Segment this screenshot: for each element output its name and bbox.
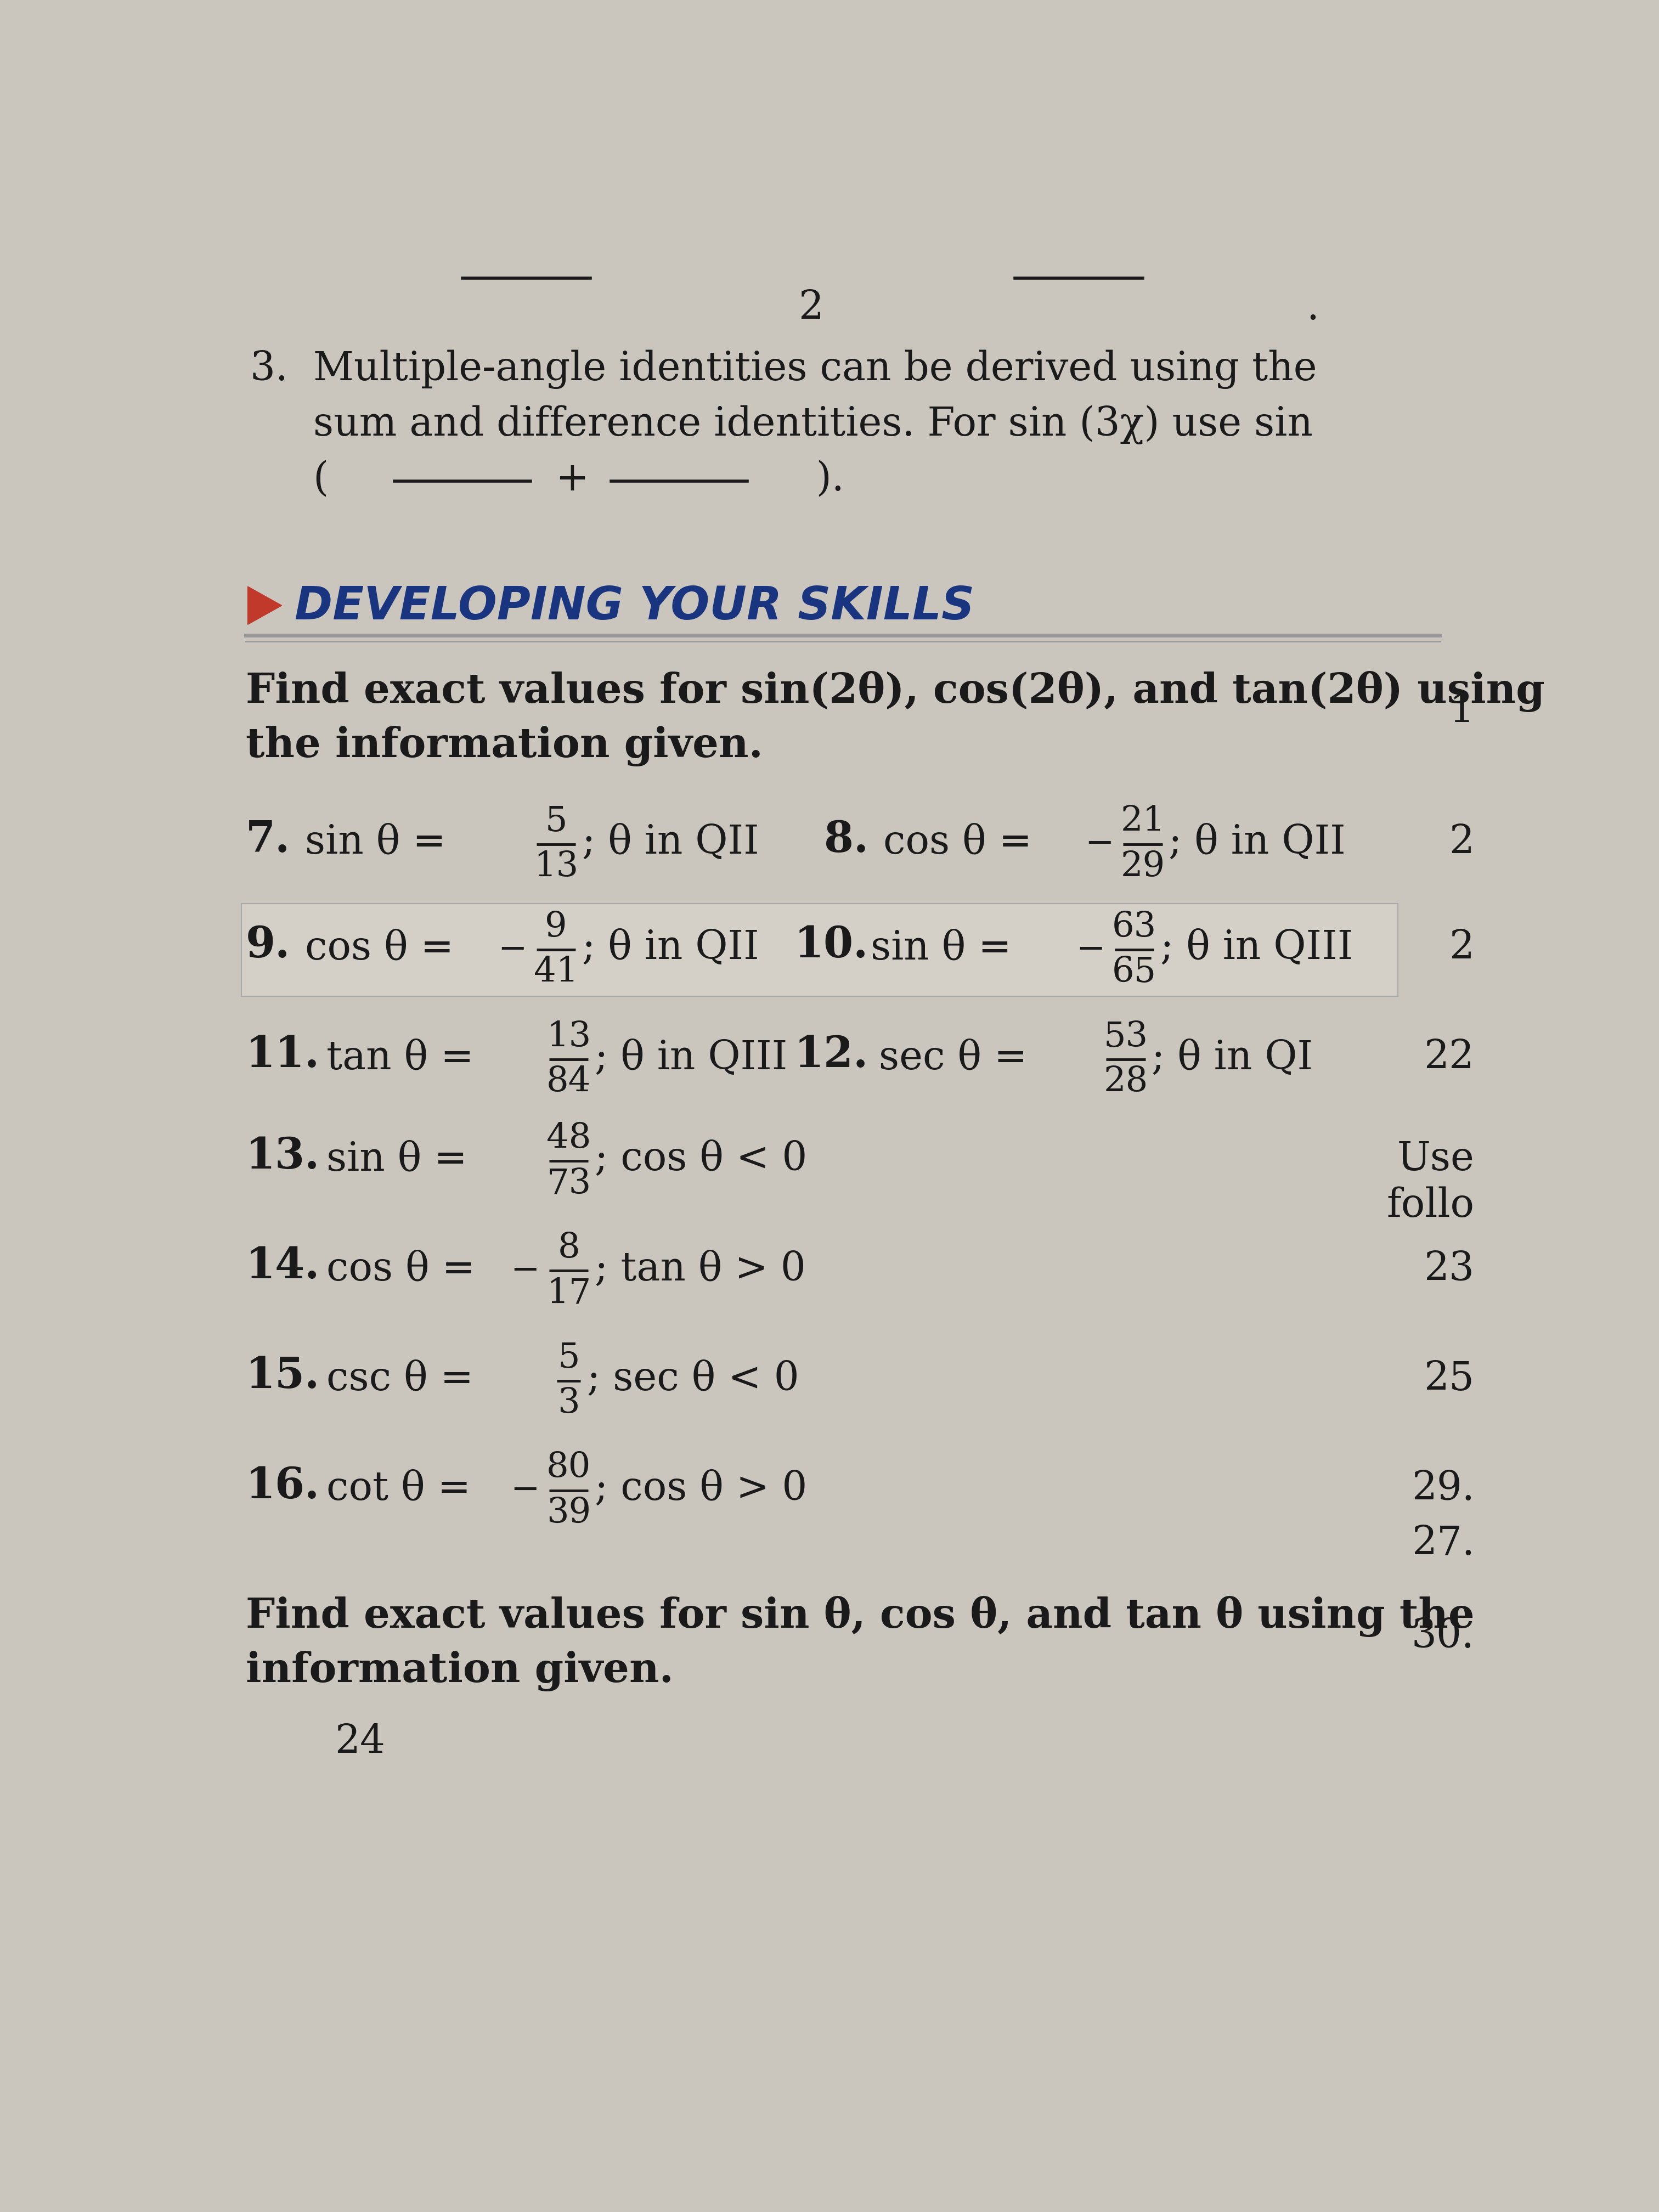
Text: 27.: 27. [1412,1524,1475,1564]
Text: 30.: 30. [1412,1617,1475,1657]
Text: the information given.: the information given. [246,726,763,768]
Text: DEVELOPING YOUR SKILLS: DEVELOPING YOUR SKILLS [295,584,974,628]
Text: 80: 80 [546,1451,591,1484]
Text: 25: 25 [1423,1360,1475,1398]
Text: 17: 17 [546,1276,591,1310]
Text: 22: 22 [1423,1037,1475,1077]
Text: sum and difference identities. For sin (3χ) use sin: sum and difference identities. For sin (… [251,405,1312,445]
Text: 2: 2 [798,290,825,327]
Text: ; cos θ < 0: ; cos θ < 0 [594,1139,808,1179]
Text: 9.: 9. [246,925,290,967]
Text: ; sec θ < 0: ; sec θ < 0 [587,1360,800,1398]
Text: ; tan θ > 0: ; tan θ > 0 [594,1250,806,1287]
Text: 21: 21 [1120,805,1165,838]
Text: 28: 28 [1103,1066,1148,1099]
Text: cos θ =: cos θ = [883,823,1032,863]
Text: 2: 2 [1450,823,1475,863]
Text: 14.: 14. [246,1245,320,1287]
Text: −: − [1085,827,1113,860]
Text: (                  +                  ).: ( + ). [251,460,844,498]
Text: sin θ =: sin θ = [871,929,1012,967]
Text: information given.: information given. [246,1650,674,1692]
Text: sin θ =: sin θ = [327,1139,468,1179]
Text: cot θ =: cot θ = [327,1469,471,1509]
Text: 11.: 11. [246,1035,320,1075]
Text: 12.: 12. [795,1035,868,1075]
Text: 29: 29 [1120,849,1165,883]
Text: 24: 24 [335,1723,385,1761]
Text: cos θ =: cos θ = [327,1250,474,1287]
Polygon shape [247,586,282,624]
Text: 15.: 15. [246,1356,320,1398]
Text: tan θ =: tan θ = [327,1037,474,1077]
Text: ; cos θ > 0: ; cos θ > 0 [594,1469,808,1509]
Text: 48: 48 [546,1121,591,1155]
Text: follo: follo [1387,1186,1475,1225]
Text: 2: 2 [1450,929,1475,967]
Text: 5: 5 [544,805,567,838]
Text: 65: 65 [1112,956,1156,989]
Text: ; θ in QII: ; θ in QII [582,823,760,863]
Text: csc θ =: csc θ = [327,1360,473,1398]
Text: 7.: 7. [246,818,290,860]
Text: sec θ =: sec θ = [879,1037,1027,1077]
Text: 8.: 8. [825,818,868,860]
Text: ; θ in QII: ; θ in QII [1168,823,1345,863]
Text: 53: 53 [1103,1020,1148,1053]
Text: 84: 84 [546,1066,591,1099]
Text: ; θ in QII: ; θ in QII [582,929,760,967]
Text: 16.: 16. [246,1464,320,1506]
Text: sin θ =: sin θ = [305,823,446,863]
Text: 8: 8 [557,1232,581,1265]
Text: Use: Use [1397,1139,1475,1179]
Text: ; θ in QIII: ; θ in QIII [1160,929,1354,967]
Text: 23: 23 [1423,1250,1475,1287]
Text: Find exact values for sin θ, cos θ, and tan θ using the: Find exact values for sin θ, cos θ, and … [246,1597,1475,1637]
Text: −: − [1077,933,1105,967]
Text: 1: 1 [1450,692,1475,730]
Text: 3: 3 [557,1387,581,1420]
Text: .: . [1307,290,1319,327]
Text: 73: 73 [546,1168,591,1201]
Text: ; θ in QI: ; θ in QI [1151,1037,1312,1077]
Text: 13: 13 [546,1020,591,1053]
Text: −: − [511,1473,539,1506]
Text: 13: 13 [534,849,579,883]
Text: 10.: 10. [795,925,868,967]
Text: 41: 41 [534,956,579,989]
Bar [242,902,1399,995]
Text: −: − [498,933,528,967]
Text: Find exact values for sin(2θ), cos(2θ), and tan(2θ) using: Find exact values for sin(2θ), cos(2θ), … [246,670,1545,712]
Text: −: − [511,1254,539,1287]
Text: ; θ in QIII: ; θ in QIII [594,1037,788,1077]
Text: 9: 9 [544,911,567,945]
Text: 29.: 29. [1412,1469,1475,1509]
Text: 3.  Multiple-angle identities can be derived using the: 3. Multiple-angle identities can be deri… [251,349,1317,389]
Text: cos θ =: cos θ = [305,929,455,967]
Text: 39: 39 [546,1495,591,1531]
Text: 5: 5 [557,1340,581,1374]
Text: 13.: 13. [246,1135,320,1177]
Text: 63: 63 [1112,911,1156,945]
